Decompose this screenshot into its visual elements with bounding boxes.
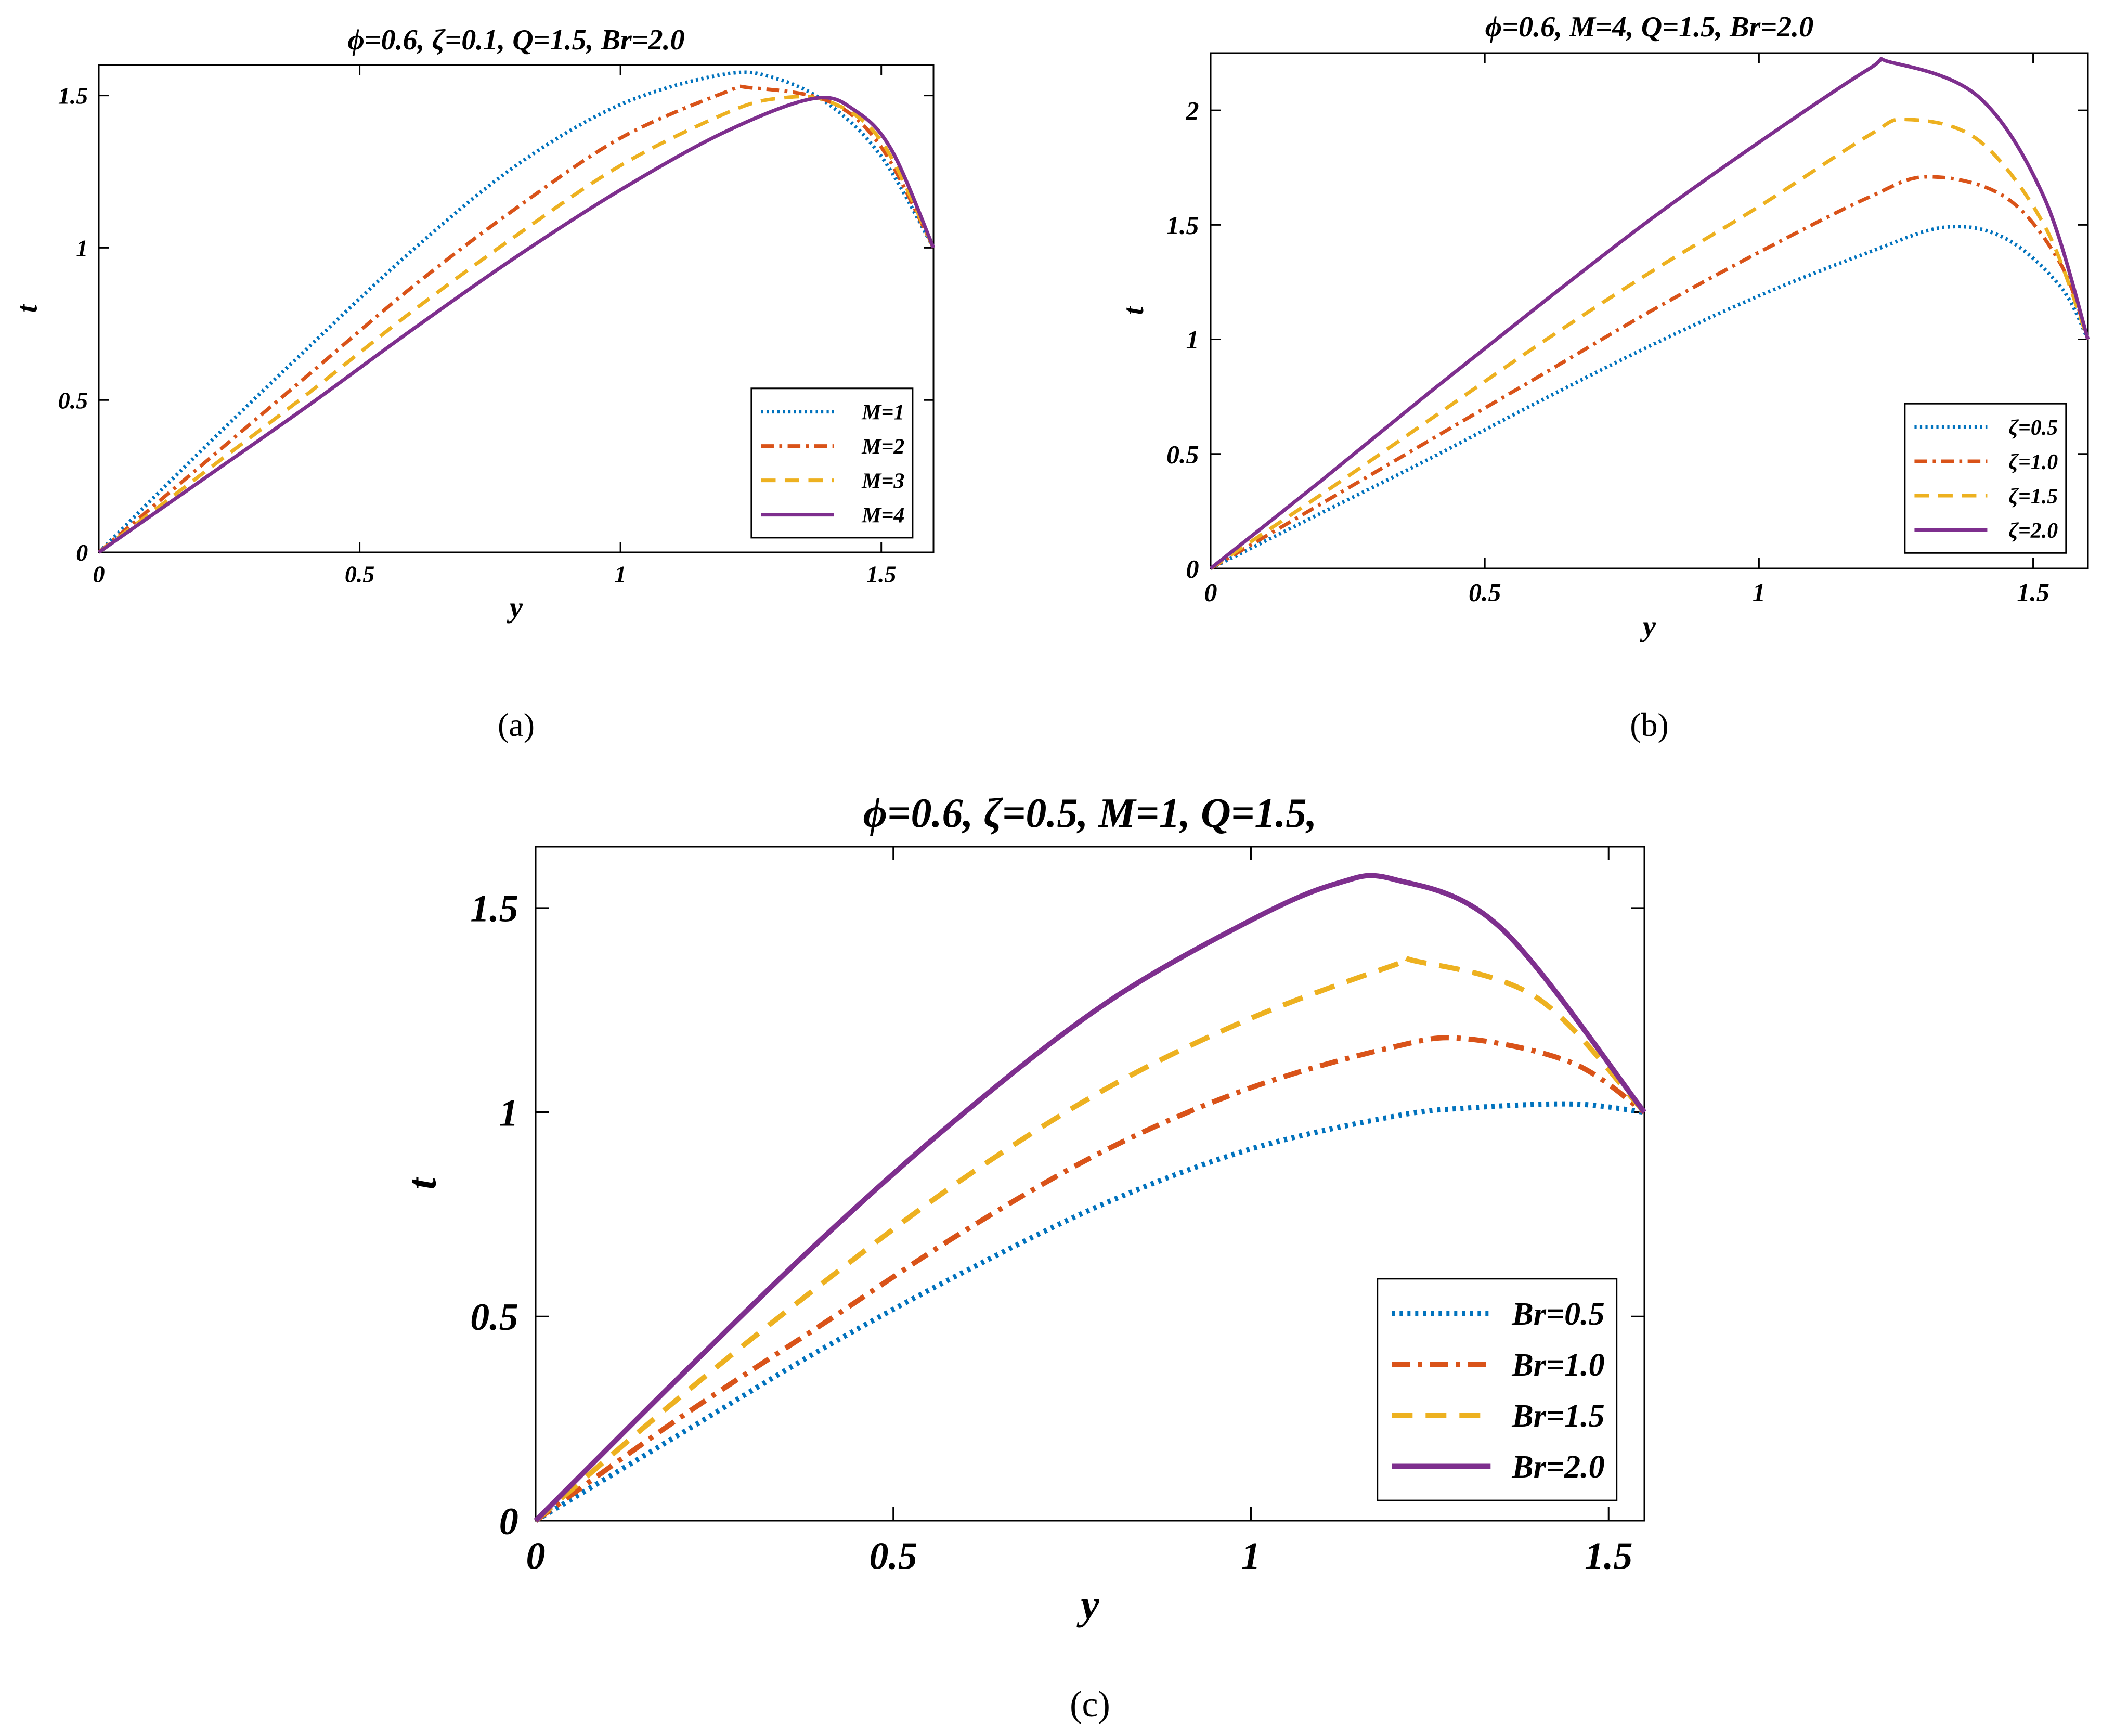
- legend-entry: ζ=1.5: [2008, 485, 2058, 509]
- x-tick-label: 0.5: [1469, 578, 1501, 607]
- series-line: [534, 1035, 1646, 1523]
- legend-entry: M=1: [861, 400, 904, 424]
- x-tick-label: 1.5: [1585, 1535, 1633, 1578]
- x-tick-label: 1.5: [866, 561, 897, 588]
- legend-entry: Br=1.5: [1511, 1398, 1604, 1434]
- legend-entry: M=3: [861, 469, 904, 493]
- y-tick-label: 1: [1186, 325, 1199, 354]
- panel-a: ϕ=0.6, ζ=0.1, Q=1.5, Br=2.0 0 0.5 1 1.5 0 0.5 1…: [11, 24, 936, 743]
- y-tick-label: 0: [499, 1500, 518, 1543]
- plot-area: [535, 846, 1645, 1522]
- y-tick-label: 1.5: [1166, 211, 1199, 240]
- series-line: [97, 70, 936, 554]
- panel-b: ϕ=0.6, M=4, Q=1.5, Br=2.0 0 0.5 1 1.5 0 0.5 1 1.…: [1118, 11, 2090, 743]
- y-axis-label: t: [11, 304, 43, 313]
- series-line: [1210, 175, 2090, 571]
- series-line: [97, 96, 936, 554]
- x-tick-label: 0: [93, 561, 105, 588]
- x-tick-label: 0.5: [345, 561, 375, 588]
- series-line: [1209, 57, 2090, 570]
- x-tick-label: 0.5: [869, 1535, 917, 1578]
- y-tick-label: 1: [76, 235, 88, 261]
- panel-caption: (c): [1070, 1685, 1110, 1725]
- legend-entry: Br=2.0: [1511, 1449, 1604, 1485]
- legend-entry: Br=1.0: [1511, 1348, 1604, 1383]
- y-tick-label: 1: [499, 1092, 518, 1134]
- panel-caption: (a): [498, 706, 535, 743]
- legend-entry: ζ=2.0: [2008, 519, 2058, 543]
- x-tick-label: 0: [526, 1535, 546, 1578]
- y-tick-label: 0.5: [58, 387, 88, 413]
- y-axis-label: t: [1118, 306, 1150, 315]
- series-line: [534, 954, 1646, 1523]
- panel-c: ϕ=0.6, ζ=0.5, M=1, Q=1.5, 0 0.5 1 1.5 0 0.5 1 1.…: [399, 791, 1646, 1725]
- plot-area: [98, 64, 935, 553]
- panel-caption: (b): [1630, 706, 1669, 743]
- y-tick-label: 0.5: [1166, 439, 1199, 469]
- y-tick-label: 0: [1186, 554, 1199, 584]
- legend-entry: Br=0.5: [1511, 1297, 1604, 1332]
- y-tick-label: 1.5: [470, 888, 518, 930]
- legend-entry: ζ=0.5: [2008, 416, 2058, 440]
- x-tick-label: 1: [615, 561, 627, 588]
- x-axis-label: y: [1640, 611, 1656, 643]
- chart-title: ϕ=0.6, ζ=0.5, M=1, Q=1.5,: [863, 791, 1317, 836]
- legend-entry: M=4: [861, 503, 904, 527]
- x-tick-label: 1: [1753, 578, 1766, 607]
- plot-area: [1210, 52, 2089, 569]
- legend-entry: ζ=1.0: [2008, 450, 2058, 474]
- y-tick-label: 0: [76, 539, 88, 566]
- y-axis-label: t: [399, 1176, 445, 1189]
- series-line: [1210, 225, 2090, 571]
- x-tick-label: 1: [1241, 1535, 1261, 1578]
- y-tick-label: 0.5: [470, 1296, 518, 1339]
- y-tick-label: 2: [1186, 96, 1199, 125]
- series-line: [1210, 117, 2090, 570]
- chart-title: ϕ=0.6, ζ=0.1, Q=1.5, Br=2.0: [347, 24, 684, 56]
- y-tick-label: 1.5: [58, 83, 88, 109]
- x-axis-label: y: [507, 592, 523, 624]
- legend-entry: M=2: [861, 435, 904, 459]
- chart-title: ϕ=0.6, M=4, Q=1.5, Br=2.0: [1485, 11, 1813, 43]
- series-line: [97, 95, 936, 554]
- series-line: [534, 1101, 1645, 1523]
- x-tick-label: 1.5: [2017, 578, 2049, 607]
- series-line: [534, 873, 1646, 1523]
- x-tick-label: 0: [1204, 578, 1217, 607]
